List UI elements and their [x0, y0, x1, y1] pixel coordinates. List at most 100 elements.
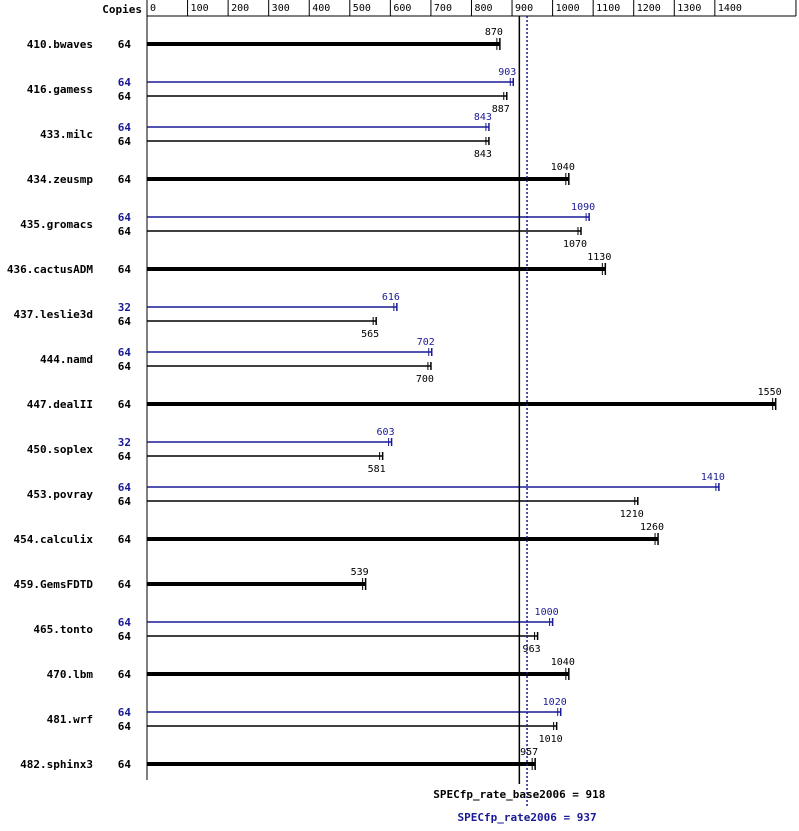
base-value-label: 581 — [368, 464, 386, 475]
benchmark-name: 444.namd — [40, 353, 93, 366]
x-tick-label: 1200 — [637, 3, 661, 14]
base-value-label: 700 — [416, 374, 434, 385]
x-tick-label: 1300 — [677, 3, 701, 14]
copies-header: Copies — [102, 3, 142, 16]
base-value-label: 870 — [485, 27, 503, 38]
base-value-label: 1130 — [587, 252, 611, 263]
base-copies: 64 — [118, 450, 132, 463]
x-tick-label: 200 — [231, 3, 249, 14]
peak-copies: 64 — [118, 481, 132, 494]
peak-copies: 32 — [118, 436, 131, 449]
base-copies: 64 — [118, 173, 132, 186]
base-value-label: 565 — [361, 329, 379, 340]
base-value-label: 1010 — [539, 734, 563, 745]
base-value-label: 1210 — [620, 509, 644, 520]
x-tick-label: 1100 — [596, 3, 620, 14]
base-value-label: 1550 — [758, 387, 782, 398]
x-tick-label: 1000 — [556, 3, 580, 14]
benchmark-name: 465.tonto — [33, 623, 93, 636]
benchmark-name: 470.lbm — [47, 668, 94, 681]
peak-value-label: 1000 — [535, 607, 559, 618]
x-tick-label: 900 — [515, 3, 533, 14]
peak-copies: 64 — [118, 76, 132, 89]
benchmark-row-459-gemsfdtd: 459.GemsFDTD 64 539 — [14, 567, 369, 596]
benchmark-name: 482.sphinx3 — [20, 758, 93, 771]
base-value-label: 1040 — [551, 657, 575, 668]
benchmark-name: 437.leslie3d — [14, 308, 93, 321]
reference-lines: SPECfp_rate_base2006 = 918 SPECfp_rate200… — [433, 16, 605, 824]
peak-value-label: 843 — [474, 112, 492, 123]
base-copies: 64 — [118, 495, 132, 508]
peak-value-label: 603 — [377, 427, 395, 438]
benchmark-row-454-calculix: 454.calculix 64 1260 — [14, 522, 664, 551]
base-copies: 64 — [118, 630, 132, 643]
base-value-label: 957 — [520, 747, 538, 758]
peak-value-label: 903 — [498, 67, 516, 78]
base-value-label: 887 — [492, 104, 510, 115]
peak-value-label: 702 — [417, 337, 435, 348]
x-tick-label: 100 — [191, 3, 209, 14]
base-copies: 64 — [118, 720, 132, 733]
x-tick-label: 700 — [434, 3, 452, 14]
benchmark-row-482-sphinx3: 482.sphinx3 64 957 — [20, 747, 538, 776]
base-copies: 64 — [118, 315, 132, 328]
benchmark-row-447-dealii: 447.dealII 64 1550 — [27, 387, 782, 416]
peak-value-label: 1410 — [701, 472, 725, 483]
x-tick-label: 1400 — [718, 3, 742, 14]
peak-value-label: 1020 — [543, 697, 567, 708]
x-tick-label: 0 — [150, 3, 156, 14]
benchmark-name: 434.zeusmp — [27, 173, 94, 186]
base-copies: 64 — [118, 360, 132, 373]
base-copies: 64 — [118, 135, 132, 148]
benchmark-name: 410.bwaves — [27, 38, 93, 51]
benchmark-name: 433.milc — [40, 128, 93, 141]
x-tick-label: 800 — [474, 3, 492, 14]
peak-copies: 32 — [118, 301, 131, 314]
benchmark-row-436-cactusadm: 436.cactusADM 64 1130 — [7, 252, 611, 281]
x-axis-ticks: 0 100 200 300 400 500 600 700 800 900 1000 1100 1200… — [146, 0, 799, 17]
base-copies: 64 — [118, 263, 132, 276]
benchmark-row-470-lbm: 470.lbm 64 1040 — [47, 657, 575, 686]
peak-copies: 64 — [118, 211, 132, 224]
benchmark-name: 416.gamess — [27, 83, 93, 96]
base-value-label: 539 — [351, 567, 369, 578]
benchmark-rows: 410.bwaves 64870416.gamess6464903887433.m… — [7, 27, 782, 776]
base-value-label: 1070 — [563, 239, 587, 250]
benchmark-name: 435.gromacs — [20, 218, 93, 231]
x-tick-label: 300 — [272, 3, 290, 14]
base-value-label: 1040 — [551, 162, 575, 173]
base-copies: 64 — [118, 533, 132, 546]
base-copies: 64 — [118, 398, 132, 411]
base-copies: 64 — [118, 38, 132, 51]
base-value-label: 963 — [523, 644, 541, 655]
peak-copies: 64 — [118, 121, 132, 134]
benchmark-row-434-zeusmp: 434.zeusmp 64 1040 — [27, 162, 575, 191]
base-copies: 64 — [118, 668, 132, 681]
base-copies: 64 — [118, 578, 132, 591]
benchmark-name: 454.calculix — [14, 533, 94, 546]
base-value-label: 843 — [474, 149, 492, 160]
benchmark-name: 447.dealII — [27, 398, 93, 411]
base-reference-label: SPECfp_rate_base2006 = 918 — [433, 788, 605, 801]
benchmark-name: 453.povray — [27, 488, 94, 501]
base-copies: 64 — [118, 225, 132, 238]
x-tick-label: 400 — [312, 3, 330, 14]
base-copies: 64 — [118, 90, 132, 103]
peak-value-label: 616 — [382, 292, 400, 303]
peak-copies: 64 — [118, 706, 132, 719]
benchmark-row-410-bwaves: 410.bwaves 64 870 — [27, 27, 503, 56]
benchmark-name: 436.cactusADM — [7, 263, 93, 276]
peak-value-label: 1090 — [571, 202, 595, 213]
peak-copies: 64 — [118, 346, 132, 359]
benchmark-name: 481.wrf — [47, 713, 93, 726]
